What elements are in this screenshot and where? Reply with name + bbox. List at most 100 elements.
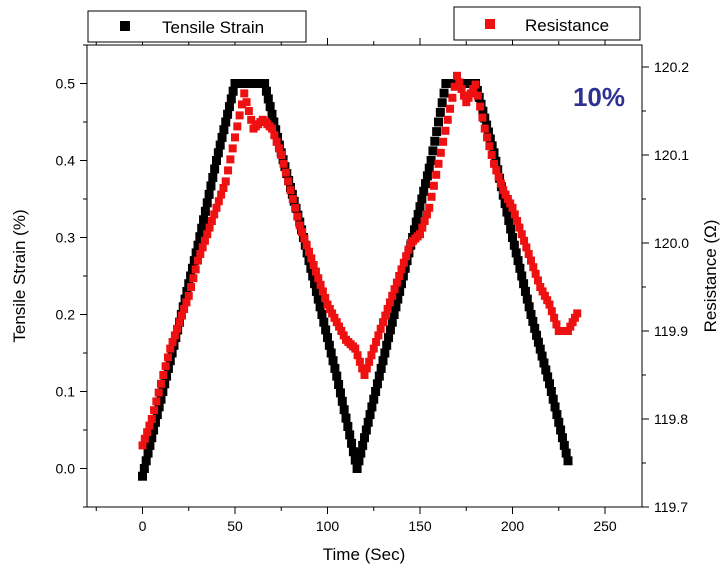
strain-point bbox=[215, 140, 225, 150]
resistance-point bbox=[302, 241, 311, 250]
resistance-point bbox=[390, 285, 399, 294]
strain-point bbox=[506, 224, 516, 234]
strain-point bbox=[397, 279, 406, 289]
y-right-tick-label: 120.2 bbox=[654, 59, 689, 75]
strain-point bbox=[515, 263, 525, 273]
y-right-tick-label: 119.7 bbox=[654, 499, 688, 515]
strain-point bbox=[358, 440, 368, 450]
resistance-point bbox=[268, 124, 276, 133]
resistance-point bbox=[459, 91, 468, 100]
resistance-point bbox=[351, 344, 360, 353]
y-right-tick-label: 120.1 bbox=[654, 147, 689, 163]
y-axis-left-title: Tensile Strain (%) bbox=[10, 209, 29, 342]
strain-point bbox=[413, 209, 423, 219]
resistance-point bbox=[432, 170, 441, 179]
strain-point bbox=[149, 425, 159, 435]
strain-point bbox=[197, 223, 207, 233]
x-tick-label: 50 bbox=[227, 518, 243, 534]
resistance-point bbox=[150, 406, 159, 415]
y-right-tick-label: 119.8 bbox=[654, 411, 688, 427]
strain-point bbox=[352, 464, 362, 473]
strain-point bbox=[167, 348, 177, 358]
strain-point bbox=[372, 379, 382, 389]
strain-point bbox=[517, 271, 527, 281]
strain-point bbox=[508, 233, 517, 242]
resistance-point bbox=[274, 144, 283, 153]
resistance-point bbox=[381, 311, 390, 320]
strain-point bbox=[382, 340, 392, 350]
resistance-point bbox=[323, 300, 332, 309]
resistance-point bbox=[385, 298, 394, 307]
strain-point bbox=[556, 425, 566, 435]
strain-point bbox=[200, 206, 210, 216]
strain-point bbox=[158, 387, 168, 396]
strain-point bbox=[559, 440, 569, 450]
resistance-point bbox=[237, 100, 246, 109]
resistance-point bbox=[429, 181, 438, 190]
resistance-point bbox=[383, 305, 392, 313]
strain-point bbox=[374, 371, 384, 381]
strain-point bbox=[417, 194, 427, 204]
resistance-point bbox=[570, 313, 579, 322]
resistance-point bbox=[288, 195, 297, 203]
resistance-point bbox=[163, 353, 172, 362]
resistance-point bbox=[207, 217, 216, 225]
strain-point bbox=[411, 217, 421, 227]
x-tick-label: 100 bbox=[316, 518, 340, 534]
resistance-point bbox=[402, 252, 411, 261]
x-tick-label: 200 bbox=[501, 518, 525, 534]
strain-point bbox=[543, 372, 553, 382]
resistance-point bbox=[298, 228, 307, 236]
x-tick-label: 250 bbox=[593, 518, 617, 534]
legend-label: Tensile Strain bbox=[162, 18, 264, 37]
strain-annotation: 10% bbox=[573, 82, 625, 112]
resistance-point bbox=[392, 278, 401, 287]
strain-point bbox=[139, 464, 149, 473]
resistance-point bbox=[314, 274, 323, 283]
resistance-point bbox=[281, 168, 290, 177]
resistance-point bbox=[515, 223, 524, 232]
strain-point bbox=[278, 155, 288, 165]
resistance-point bbox=[177, 311, 186, 320]
y-left-tick-label: 0.4 bbox=[56, 153, 76, 169]
y-right-tick-label: 119.9 bbox=[654, 323, 688, 339]
resistance-point bbox=[194, 256, 202, 265]
strain-point bbox=[419, 186, 429, 196]
resistance-point bbox=[540, 291, 549, 300]
strain-point bbox=[356, 448, 366, 458]
resistance-point bbox=[471, 80, 480, 89]
strain-point bbox=[143, 448, 153, 458]
strain-point bbox=[328, 356, 338, 366]
strain-point bbox=[500, 199, 510, 209]
resistance-point bbox=[279, 159, 288, 168]
resistance-point bbox=[506, 199, 515, 208]
resistance-point bbox=[499, 186, 508, 195]
strain-point bbox=[332, 371, 342, 381]
resistance-point bbox=[166, 344, 175, 353]
strain-point bbox=[354, 456, 364, 466]
resistance-point bbox=[453, 71, 461, 80]
strain-point bbox=[182, 286, 192, 296]
resistance-point bbox=[198, 243, 207, 252]
resistance-point bbox=[286, 186, 295, 195]
resistance-point bbox=[318, 287, 327, 296]
strain-point bbox=[535, 344, 545, 354]
resistance-point bbox=[291, 203, 300, 212]
resistance-point bbox=[418, 223, 427, 232]
strain-point bbox=[537, 351, 547, 361]
resistance-point bbox=[309, 261, 318, 269]
resistance-point bbox=[473, 91, 482, 100]
resistance-point bbox=[157, 379, 165, 388]
resistance-point bbox=[485, 142, 494, 151]
resistance-point bbox=[395, 272, 404, 280]
resistance-point bbox=[573, 309, 582, 318]
resistance-point bbox=[566, 322, 575, 331]
y-right-tick-label: 120.0 bbox=[654, 235, 689, 251]
strain-point bbox=[524, 302, 534, 312]
strain-point bbox=[533, 337, 543, 347]
resistance-point bbox=[494, 173, 503, 181]
resistance-point bbox=[436, 148, 445, 157]
strain-point bbox=[219, 125, 229, 135]
strain-point bbox=[363, 417, 373, 427]
